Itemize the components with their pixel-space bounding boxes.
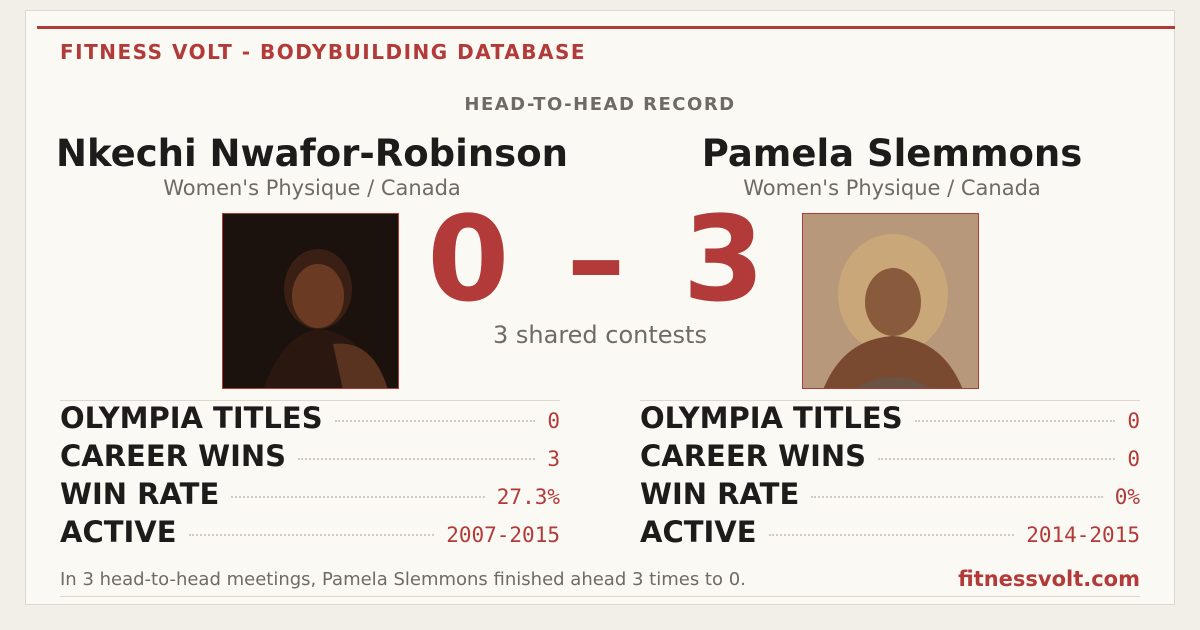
stat-row: ACTIVE 2014-2015 xyxy=(640,515,1140,553)
stat-row: CAREER WINS 3 xyxy=(60,439,560,477)
stat-value: 3 xyxy=(547,447,560,471)
score-caption: 3 shared contests xyxy=(493,321,707,349)
card-frame xyxy=(25,10,1175,605)
stat-label: ACTIVE xyxy=(60,515,177,549)
photo-illustration xyxy=(223,214,398,388)
stat-row: OLYMPIA TITLES 0 xyxy=(640,401,1140,439)
summary: In 3 head-to-head meetings, Pamela Slemm… xyxy=(60,569,746,590)
leader-dots xyxy=(811,496,1103,498)
score-right: 3 xyxy=(682,190,773,328)
stat-row: WIN RATE 0% xyxy=(640,477,1140,515)
stat-label: CAREER WINS xyxy=(60,439,287,473)
athlete-photo xyxy=(222,213,399,389)
stat-value: 2007-2015 xyxy=(446,523,560,547)
stat-value: 2014-2015 xyxy=(1026,523,1140,547)
leader-dots xyxy=(298,458,536,460)
stat-label: CAREER WINS xyxy=(640,439,867,473)
athlete-division: Women's Physique / Canada xyxy=(743,176,1041,200)
stat-row: OLYMPIA TITLES 0 xyxy=(60,401,560,439)
stat-label: WIN RATE xyxy=(60,477,220,511)
athlete-name: Nkechi Nwafor-Robinson xyxy=(56,132,568,175)
athlete-name: Pamela Slemmons xyxy=(701,132,1083,175)
score-separator: – xyxy=(566,190,634,328)
athlete-division: Women's Physique / Canada xyxy=(163,176,461,200)
stat-value: 0 xyxy=(1127,409,1140,433)
score-left: 0 xyxy=(427,190,518,328)
score: 0 – 3 xyxy=(300,190,900,328)
stat-row: ACTIVE 2007-2015 xyxy=(60,515,560,553)
leader-dots xyxy=(334,420,536,422)
athlete-photo xyxy=(802,213,979,389)
bottom-rule xyxy=(60,596,1140,597)
leader-dots xyxy=(188,534,435,536)
stat-value: 0 xyxy=(1127,447,1140,471)
leader-dots xyxy=(878,458,1116,460)
stat-label: WIN RATE xyxy=(640,477,800,511)
stat-value: 0 xyxy=(547,409,560,433)
stat-label: OLYMPIA TITLES xyxy=(60,401,323,435)
stat-label: OLYMPIA TITLES xyxy=(640,401,903,435)
stat-row: CAREER WINS 0 xyxy=(640,439,1140,477)
photo-illustration xyxy=(803,214,978,388)
stats-table: OLYMPIA TITLES 0 CAREER WINS 3 WIN RATE 27.3%… xyxy=(60,400,560,553)
stats-table: OLYMPIA TITLES 0 CAREER WINS 0 WIN RATE 0% ACT… xyxy=(640,400,1140,553)
top-rule xyxy=(37,26,1175,29)
site-link[interactable]: fitnessvolt.com xyxy=(958,567,1140,591)
stat-label: ACTIVE xyxy=(640,515,757,549)
stat-row: WIN RATE 27.3% xyxy=(60,477,560,515)
subtitle: HEAD-TO-HEAD RECORD xyxy=(464,94,736,115)
stat-value: 0% xyxy=(1114,485,1140,509)
stat-value: 27.3% xyxy=(496,485,560,509)
leader-dots xyxy=(768,534,1015,536)
leader-dots xyxy=(914,420,1116,422)
leader-dots xyxy=(231,496,485,498)
brand: FITNESS VOLT - BODYBUILDING DATABASE xyxy=(60,40,587,64)
